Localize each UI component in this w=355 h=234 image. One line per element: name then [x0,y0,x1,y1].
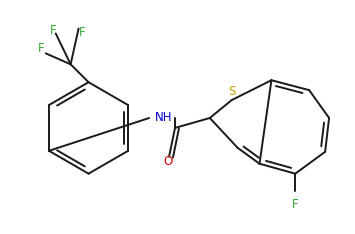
Text: NH: NH [155,111,173,124]
Text: F: F [292,197,299,211]
Text: F: F [49,24,56,37]
Text: F: F [79,26,86,39]
Text: S: S [228,85,235,98]
Text: O: O [163,155,173,168]
Text: F: F [38,42,44,55]
